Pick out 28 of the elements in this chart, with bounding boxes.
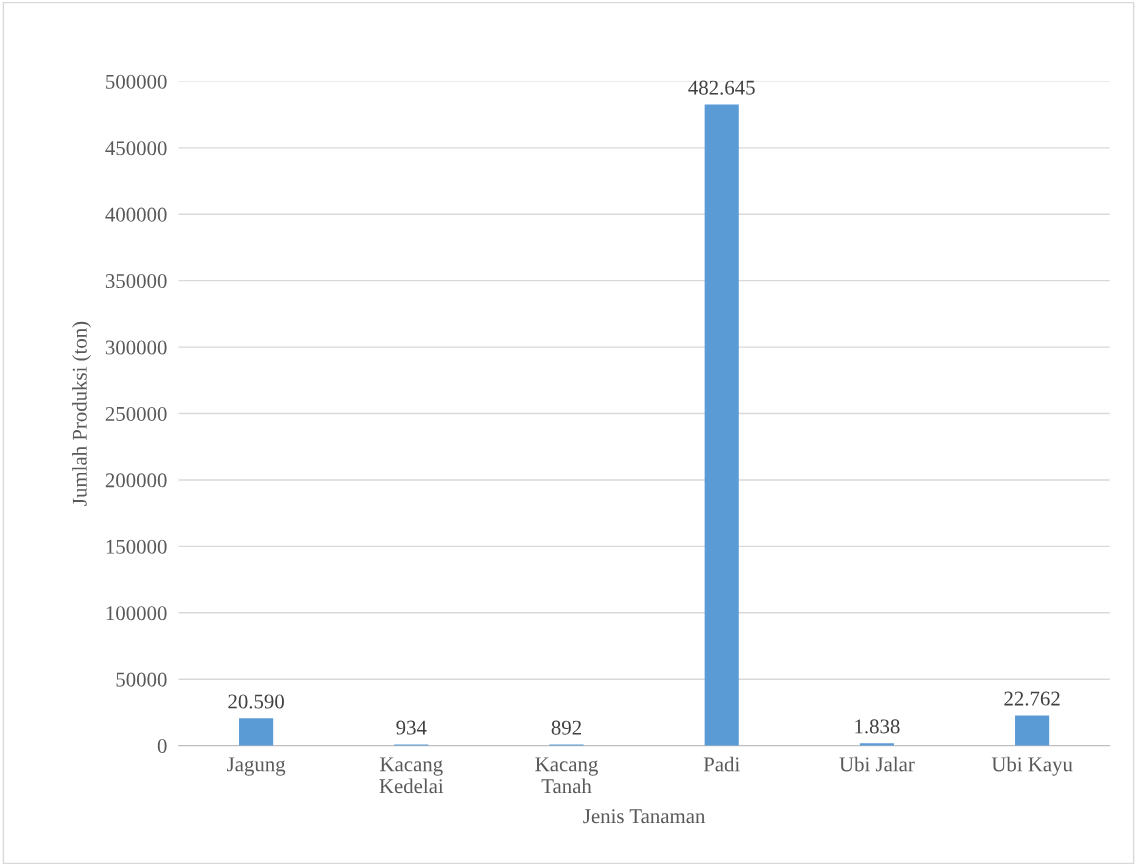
y-tick-label: 350000	[105, 274, 167, 289]
y-tick-label: 400000	[105, 207, 167, 222]
y-axis-title: Jumlah Produksi (ton)	[72, 321, 92, 506]
data-label: 1.838	[855, 719, 900, 734]
y-tick-label: 200000	[105, 473, 167, 488]
x-tick-label: Kacang Kedelai	[379, 757, 444, 794]
data-label: 892	[551, 720, 581, 735]
data-label: 482.645	[688, 80, 755, 95]
y-tick-label: 100000	[106, 606, 167, 621]
bar	[239, 718, 274, 746]
x-tick-label: Kacang Tanah	[535, 757, 598, 794]
data-label: 22.762	[1004, 691, 1060, 706]
y-tick-label: 500000	[106, 74, 167, 89]
y-tick-label: 150000	[106, 539, 167, 554]
data-label: 20.590	[228, 694, 284, 709]
y-tick-label: 0	[157, 739, 167, 754]
y-tick-label: 250000	[105, 406, 167, 421]
y-tick-label: 50000	[116, 672, 167, 687]
y-tick-label: 450000	[105, 141, 167, 156]
x-tick-label: Jagung	[227, 757, 286, 776]
x-tick-label: Ubi Jalar	[839, 756, 915, 772]
data-label: 934	[396, 720, 427, 735]
x-tick-label: Padi	[703, 756, 740, 772]
x-tick-label: Ubi Kayu	[991, 756, 1073, 776]
y-tick-label: 300000	[105, 340, 167, 355]
x-axis-title: Jenis Tanaman	[583, 809, 706, 824]
bar	[704, 104, 739, 746]
bar	[1015, 715, 1050, 746]
